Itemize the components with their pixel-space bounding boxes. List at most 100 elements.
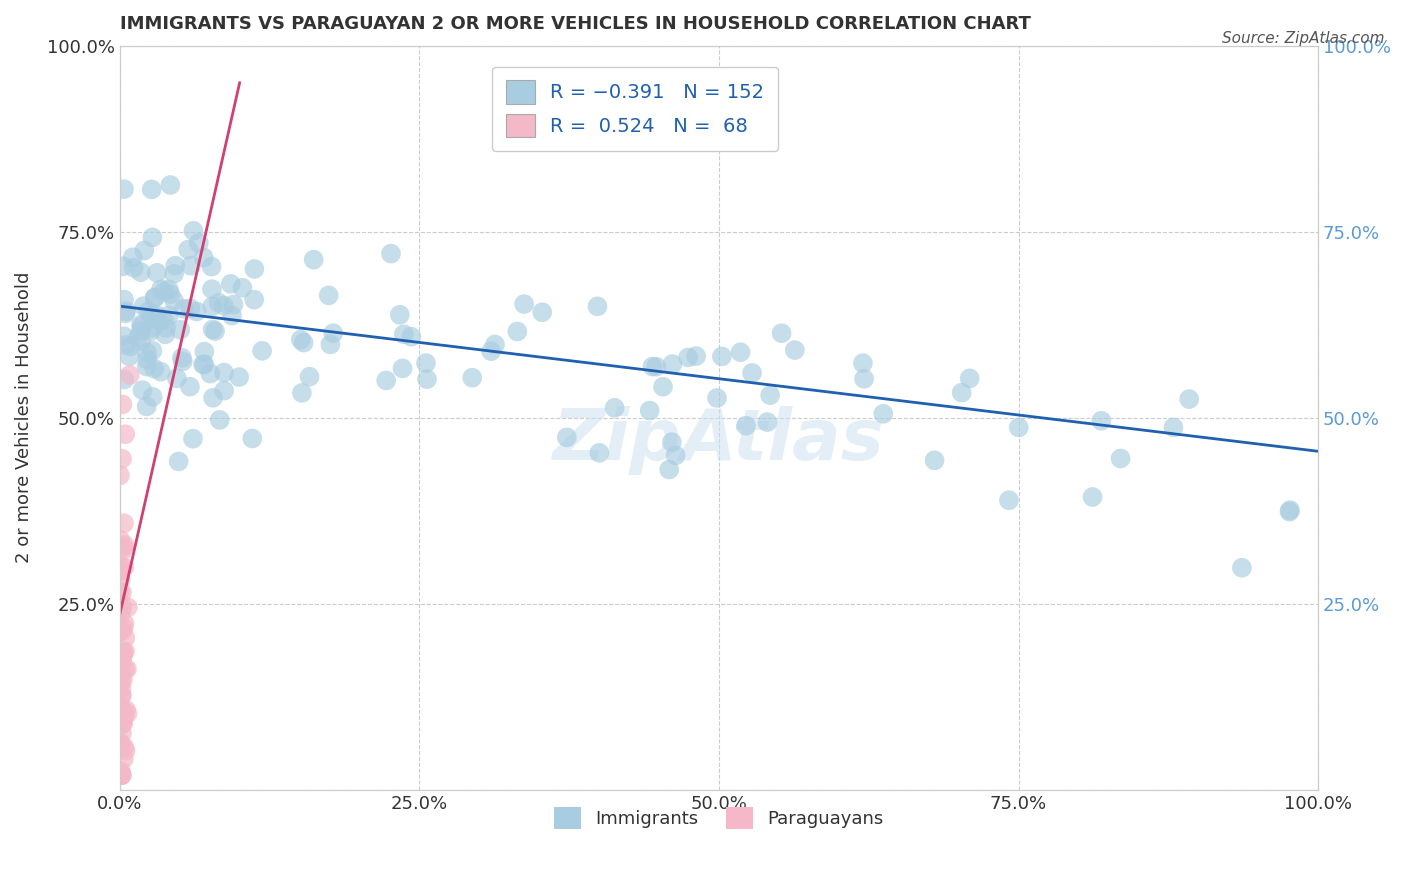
Point bbox=[143, 291, 166, 305]
Point bbox=[138, 304, 160, 318]
Point bbox=[131, 383, 153, 397]
Point bbox=[108, 564, 131, 578]
Point bbox=[112, 716, 135, 731]
Point bbox=[1090, 414, 1112, 428]
Point bbox=[1109, 451, 1132, 466]
Point bbox=[638, 403, 661, 417]
Point bbox=[461, 370, 484, 384]
Point bbox=[108, 699, 131, 714]
Point bbox=[115, 662, 138, 676]
Point bbox=[112, 540, 135, 554]
Point bbox=[111, 560, 134, 574]
Point bbox=[177, 243, 200, 257]
Point bbox=[166, 371, 188, 385]
Point bbox=[111, 397, 134, 411]
Point bbox=[114, 663, 136, 677]
Point bbox=[661, 435, 683, 450]
Point bbox=[112, 293, 135, 307]
Point bbox=[112, 560, 135, 574]
Point bbox=[759, 388, 782, 402]
Point bbox=[415, 356, 437, 370]
Point bbox=[153, 285, 176, 299]
Point bbox=[117, 600, 139, 615]
Point bbox=[108, 624, 131, 639]
Point bbox=[114, 644, 136, 658]
Point bbox=[114, 616, 136, 631]
Point bbox=[756, 415, 779, 429]
Point bbox=[388, 308, 411, 322]
Point bbox=[117, 706, 139, 721]
Point bbox=[112, 709, 135, 723]
Point bbox=[111, 712, 134, 726]
Point bbox=[112, 740, 135, 755]
Point bbox=[155, 321, 177, 335]
Point bbox=[134, 244, 156, 258]
Point bbox=[1178, 392, 1201, 406]
Point bbox=[115, 703, 138, 717]
Point bbox=[193, 251, 215, 265]
Point bbox=[641, 359, 664, 374]
Point bbox=[132, 299, 155, 313]
Point bbox=[136, 352, 159, 367]
Point bbox=[110, 764, 132, 778]
Point bbox=[852, 356, 875, 370]
Point bbox=[141, 320, 163, 334]
Point bbox=[479, 344, 502, 359]
Point bbox=[392, 327, 415, 342]
Point bbox=[149, 282, 172, 296]
Point bbox=[114, 744, 136, 758]
Point bbox=[129, 334, 152, 349]
Point bbox=[555, 430, 578, 444]
Point bbox=[129, 265, 152, 279]
Point bbox=[112, 621, 135, 635]
Point bbox=[1278, 505, 1301, 519]
Point bbox=[586, 299, 609, 313]
Point bbox=[115, 304, 138, 318]
Point bbox=[872, 407, 894, 421]
Point bbox=[706, 391, 728, 405]
Text: IMMIGRANTS VS PARAGUAYAN 2 OR MORE VEHICLES IN HOUSEHOLD CORRELATION CHART: IMMIGRANTS VS PARAGUAYAN 2 OR MORE VEHIC… bbox=[120, 15, 1031, 33]
Point bbox=[110, 564, 132, 578]
Point bbox=[110, 673, 132, 688]
Point bbox=[108, 768, 131, 782]
Point bbox=[770, 326, 793, 341]
Point bbox=[380, 246, 402, 260]
Point bbox=[110, 768, 132, 782]
Point bbox=[243, 293, 266, 307]
Point bbox=[180, 259, 202, 273]
Point bbox=[322, 326, 344, 341]
Point bbox=[111, 673, 134, 687]
Point bbox=[110, 768, 132, 782]
Point bbox=[212, 366, 235, 380]
Point bbox=[120, 339, 142, 353]
Point bbox=[231, 281, 253, 295]
Point bbox=[157, 309, 180, 323]
Point bbox=[129, 318, 152, 332]
Point bbox=[110, 666, 132, 681]
Point bbox=[588, 446, 610, 460]
Point bbox=[112, 260, 135, 274]
Point bbox=[208, 413, 231, 427]
Point bbox=[153, 313, 176, 327]
Point bbox=[200, 260, 222, 274]
Point bbox=[110, 768, 132, 782]
Point bbox=[114, 306, 136, 320]
Point bbox=[129, 324, 152, 338]
Point bbox=[665, 449, 688, 463]
Point bbox=[111, 726, 134, 740]
Point bbox=[783, 343, 806, 357]
Point bbox=[157, 282, 180, 296]
Point bbox=[959, 371, 981, 385]
Point bbox=[165, 259, 187, 273]
Point bbox=[110, 624, 132, 639]
Point bbox=[181, 432, 204, 446]
Point bbox=[661, 357, 683, 371]
Point bbox=[108, 468, 131, 483]
Point bbox=[111, 703, 134, 717]
Point bbox=[318, 288, 340, 302]
Point bbox=[240, 432, 263, 446]
Point bbox=[110, 573, 132, 587]
Point bbox=[1008, 420, 1031, 434]
Point bbox=[111, 712, 134, 726]
Point bbox=[111, 602, 134, 616]
